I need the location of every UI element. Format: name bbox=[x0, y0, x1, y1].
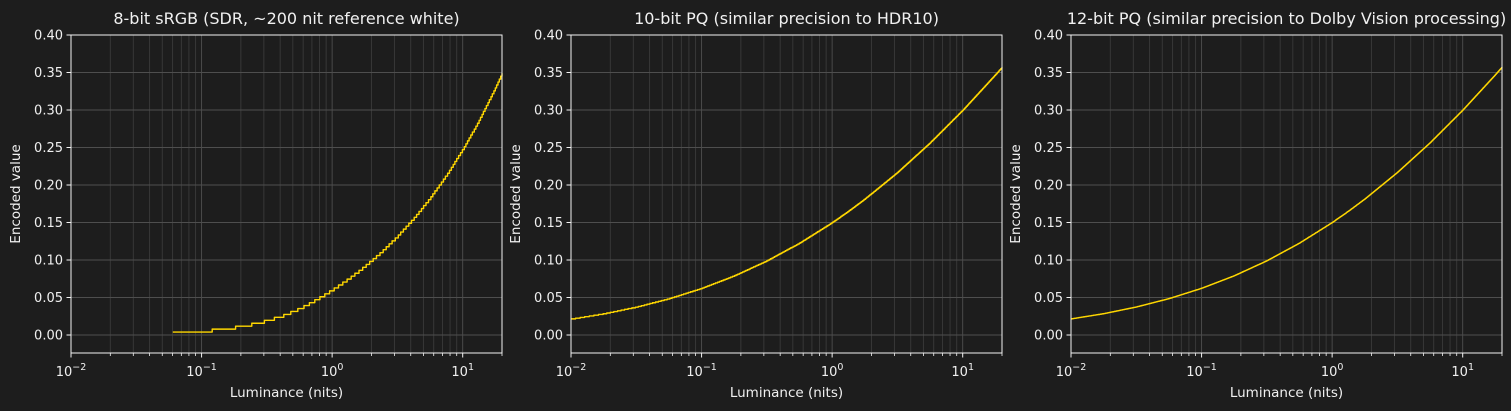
y-tick-label: 0.20 bbox=[1034, 179, 1063, 194]
y-axis-label: Encoded value bbox=[508, 144, 524, 243]
y-tick-label: 0.35 bbox=[34, 66, 63, 81]
y-tick-label: 0.25 bbox=[534, 141, 563, 156]
y-tick-label: 0.40 bbox=[1034, 29, 1063, 44]
y-tick-label: 0.00 bbox=[34, 329, 63, 344]
y-tick-label: 0.35 bbox=[1034, 66, 1063, 81]
y-tick-label: 0.20 bbox=[534, 179, 563, 194]
x-tick-label: 100 bbox=[1321, 362, 1344, 380]
x-tick-label: 10−1 bbox=[1186, 362, 1217, 380]
axes-spines bbox=[570, 34, 1003, 354]
x-tick-label: 101 bbox=[451, 362, 474, 380]
y-tick-label: 0.30 bbox=[1034, 104, 1063, 119]
chart-title: 10-bit PQ (similar precision to HDR10) bbox=[634, 9, 939, 28]
x-tick-label: 10−1 bbox=[186, 362, 217, 380]
x-tick-label: 100 bbox=[321, 362, 344, 380]
y-tick-label: 0.40 bbox=[34, 29, 63, 44]
y-tick-label: 0.20 bbox=[34, 179, 63, 194]
x-tick-label: 100 bbox=[821, 362, 844, 380]
y-tick-label: 0.30 bbox=[534, 104, 563, 119]
y-tick-label: 0.10 bbox=[1034, 254, 1063, 269]
x-axis-label: Luminance (nits) bbox=[1230, 385, 1343, 401]
chart-title: 8-bit sRGB (SDR, ~200 nit reference whit… bbox=[113, 9, 459, 28]
x-tick-label: 101 bbox=[1451, 362, 1474, 380]
y-axis-label: Encoded value bbox=[8, 144, 24, 243]
y-tick-label: 0.25 bbox=[34, 141, 63, 156]
y-tick-label: 0.00 bbox=[534, 329, 563, 344]
subplot-1: 10−2 10−1 100 101 0.00 0.05 0.10 0.15 0.20 0.25 0.… bbox=[8, 9, 503, 401]
encoded-value-curve-8bit bbox=[172, 73, 503, 333]
x-axis-label: Luminance (nits) bbox=[730, 385, 843, 401]
y-tick-label: 0.05 bbox=[1034, 291, 1063, 306]
y-tick-label: 0.30 bbox=[34, 104, 63, 119]
y-tick-label: 0.10 bbox=[534, 254, 563, 269]
y-tick-label: 0.15 bbox=[1034, 216, 1063, 231]
y-tick-label: 0.05 bbox=[34, 291, 63, 306]
axes-spines bbox=[70, 34, 503, 354]
encoded-value-curve-10bit bbox=[571, 67, 1003, 320]
y-tick-label: 0.40 bbox=[534, 29, 563, 44]
x-tick-label: 10−2 bbox=[56, 362, 87, 380]
y-tick-label: 0.00 bbox=[1034, 329, 1063, 344]
chart-title: 12-bit PQ (similar precision to Dolby Vi… bbox=[1067, 9, 1506, 28]
y-tick-label: 0.15 bbox=[534, 216, 563, 231]
x-axis-label: Luminance (nits) bbox=[230, 385, 343, 401]
axes-spines bbox=[1070, 34, 1503, 354]
y-tick-label: 0.10 bbox=[34, 254, 63, 269]
subplot-2: 10−2 10−1 100 101 0.00 0.05 0.10 0.15 0.20 0.25 0.… bbox=[508, 9, 1003, 401]
x-tick-label: 10−2 bbox=[1056, 362, 1087, 380]
y-tick-label: 0.15 bbox=[34, 216, 63, 231]
x-tick-label: 10−1 bbox=[686, 362, 717, 380]
x-tick-label: 10−2 bbox=[556, 362, 587, 380]
x-tick-label: 101 bbox=[951, 362, 974, 380]
y-tick-label: 0.25 bbox=[1034, 141, 1063, 156]
encoded-value-curve-12bit bbox=[1071, 66, 1503, 320]
y-tick-label: 0.35 bbox=[534, 66, 563, 81]
y-axis-label: Encoded value bbox=[1008, 144, 1024, 243]
subplot-3: 10−2 10−1 100 101 0.00 0.05 0.10 0.15 0.20 0.25 0.… bbox=[1008, 9, 1506, 401]
y-tick-label: 0.05 bbox=[534, 291, 563, 306]
